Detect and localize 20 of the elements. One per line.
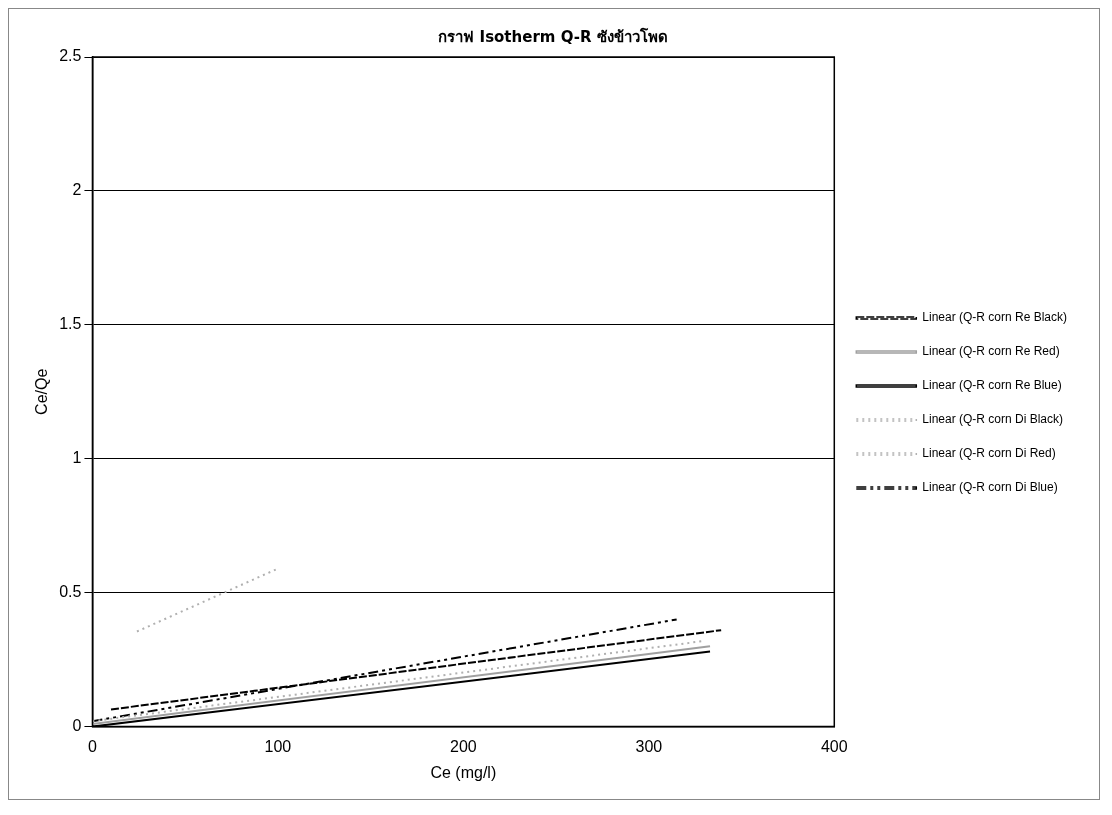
y-tick-label: 0 (72, 717, 82, 735)
x-tick-label: 400 (820, 737, 848, 755)
y-tick-label: 2.5 (59, 47, 82, 65)
y-tick-label: 1 (72, 449, 82, 467)
legend-label: Linear (Q-R corn Re Red) (922, 344, 1060, 359)
legend-label: Linear (Q-R corn Di Blue) (922, 480, 1058, 495)
x-axis-title: Ce (mg/l) (430, 763, 497, 781)
y-tick-label: 0.5 (59, 583, 82, 601)
y-tick-label: 1.5 (59, 315, 82, 333)
legend-label: Linear (Q-R corn Di Red) (922, 446, 1056, 461)
legend-label: Linear (Q-R corn Di Black) (922, 412, 1063, 427)
x-tick-label: 100 (264, 737, 292, 755)
y-tick-label: 2 (72, 181, 82, 199)
x-tick-label: 0 (87, 737, 97, 755)
x-tick-label: 200 (450, 737, 477, 755)
legend-label: Linear (Q-R corn Re Black) (922, 310, 1068, 325)
legend-label: Linear (Q-R corn Re Blue) (922, 378, 1062, 393)
chart-title: กราฟ Isotherm Q-R ซังข้าวโพด (438, 26, 668, 46)
x-tick-label: 300 (635, 737, 663, 755)
y-axis-title: Ce/Qe (33, 368, 51, 415)
